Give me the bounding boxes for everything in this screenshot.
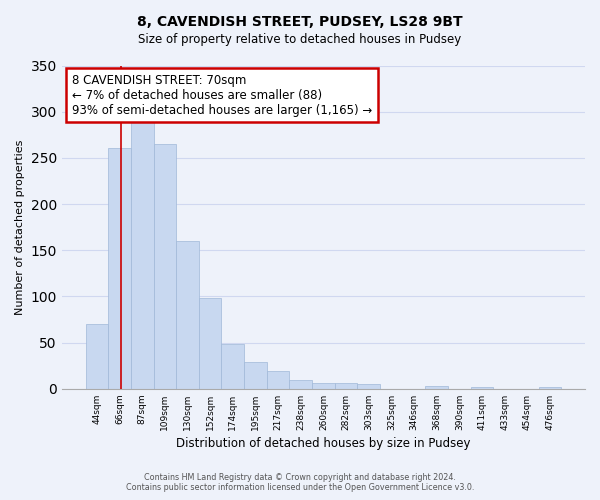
Bar	[539, 387, 561, 389]
Text: 8 CAVENDISH STREET: 70sqm
← 7% of detached houses are smaller (88)
93% of semi-d: 8 CAVENDISH STREET: 70sqm ← 7% of detach…	[72, 74, 373, 116]
Bar	[425, 386, 448, 389]
Bar	[289, 380, 312, 389]
Bar	[221, 344, 244, 389]
Bar	[312, 384, 335, 389]
Bar	[108, 148, 131, 389]
Y-axis label: Number of detached properties: Number of detached properties	[15, 140, 25, 315]
Bar	[86, 324, 108, 389]
Text: 8, CAVENDISH STREET, PUDSEY, LS28 9BT: 8, CAVENDISH STREET, PUDSEY, LS28 9BT	[137, 15, 463, 29]
Bar	[199, 298, 221, 389]
Text: Size of property relative to detached houses in Pudsey: Size of property relative to detached ho…	[139, 32, 461, 46]
Bar	[267, 372, 289, 389]
Bar	[244, 362, 267, 389]
Bar	[131, 118, 154, 389]
X-axis label: Distribution of detached houses by size in Pudsey: Distribution of detached houses by size …	[176, 437, 470, 450]
Bar	[358, 384, 380, 389]
Bar	[470, 387, 493, 389]
Bar	[176, 241, 199, 389]
Bar	[335, 384, 358, 389]
Text: Contains HM Land Registry data © Crown copyright and database right 2024.
Contai: Contains HM Land Registry data © Crown c…	[126, 473, 474, 492]
Bar	[154, 144, 176, 389]
